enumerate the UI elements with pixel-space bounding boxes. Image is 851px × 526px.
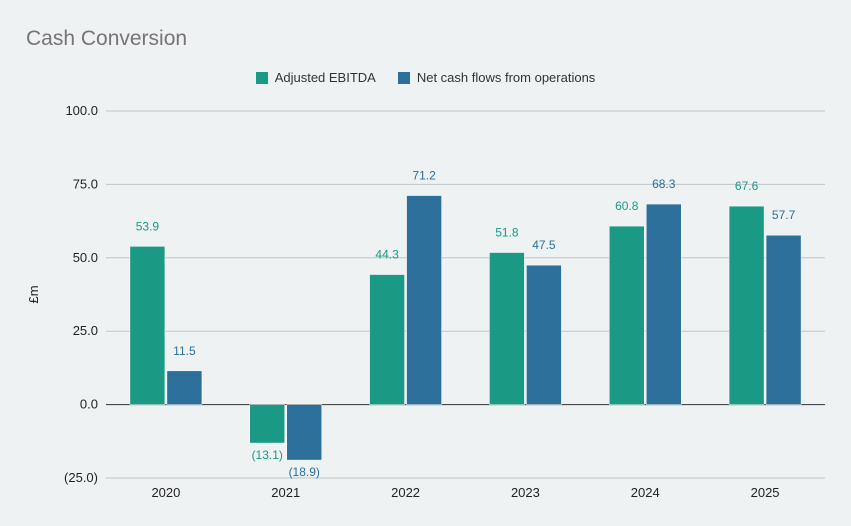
bar-net-cash-flows bbox=[646, 203, 682, 405]
bar-net-cash-flows bbox=[166, 370, 203, 405]
y-tick-label: 25.0 bbox=[73, 323, 98, 338]
y-tick-label: 50.0 bbox=[73, 250, 98, 265]
bar-adjusted-ebitda bbox=[249, 404, 285, 444]
legend-item-adjusted-ebitda: Adjusted EBITDA bbox=[255, 70, 376, 85]
bar-adjusted-ebitda bbox=[369, 274, 405, 405]
data-label: 68.3 bbox=[652, 177, 676, 191]
legend: Adjusted EBITDA Net cash flows from oper… bbox=[0, 70, 851, 85]
y-tick-label: (25.0) bbox=[64, 470, 98, 485]
data-label: 11.5 bbox=[173, 344, 196, 358]
x-tick-label: 2022 bbox=[391, 485, 420, 500]
y-axis-label: £m bbox=[26, 285, 41, 303]
bar-adjusted-ebitda bbox=[609, 225, 645, 405]
bar-adjusted-ebitda bbox=[489, 252, 525, 405]
x-tick-label: 2023 bbox=[511, 485, 540, 500]
data-label: 71.2 bbox=[412, 169, 436, 183]
x-tick-label: 2024 bbox=[631, 485, 660, 500]
data-label: 47.5 bbox=[532, 238, 556, 252]
y-tick-label: 75.0 bbox=[73, 176, 98, 191]
bar-net-cash-flows bbox=[286, 404, 322, 461]
y-tick-label: 100.0 bbox=[65, 103, 98, 118]
legend-label-net-cash-flows: Net cash flows from operations bbox=[416, 70, 596, 85]
bar-net-cash-flows bbox=[765, 234, 802, 405]
chart-title: Cash Conversion bbox=[26, 27, 188, 50]
data-label: 51.8 bbox=[495, 226, 519, 240]
x-tick-label: 2025 bbox=[751, 485, 780, 500]
data-label: 53.9 bbox=[136, 219, 160, 233]
bar-adjusted-ebitda bbox=[129, 246, 166, 405]
data-label: 67.6 bbox=[735, 179, 759, 193]
x-tick-label: 2020 bbox=[151, 485, 180, 500]
data-label: 57.7 bbox=[772, 208, 796, 222]
data-label: (13.1) bbox=[252, 448, 283, 462]
legend-label-adjusted-ebitda: Adjusted EBITDA bbox=[274, 70, 376, 85]
bar-net-cash-flows bbox=[406, 195, 442, 405]
x-tick-label: 2021 bbox=[271, 485, 300, 500]
data-label: 60.8 bbox=[615, 199, 639, 213]
y-tick-label: 0.0 bbox=[80, 397, 98, 412]
legend-swatch-net-cash-flows bbox=[397, 71, 410, 84]
legend-swatch-adjusted-ebitda bbox=[255, 71, 268, 84]
legend-item-net-cash-flows: Net cash flows from operations bbox=[397, 70, 596, 85]
bar-adjusted-ebitda bbox=[728, 205, 765, 405]
bar-net-cash-flows bbox=[526, 264, 562, 405]
data-label: 44.3 bbox=[375, 248, 399, 262]
data-label: (18.9) bbox=[289, 465, 320, 479]
